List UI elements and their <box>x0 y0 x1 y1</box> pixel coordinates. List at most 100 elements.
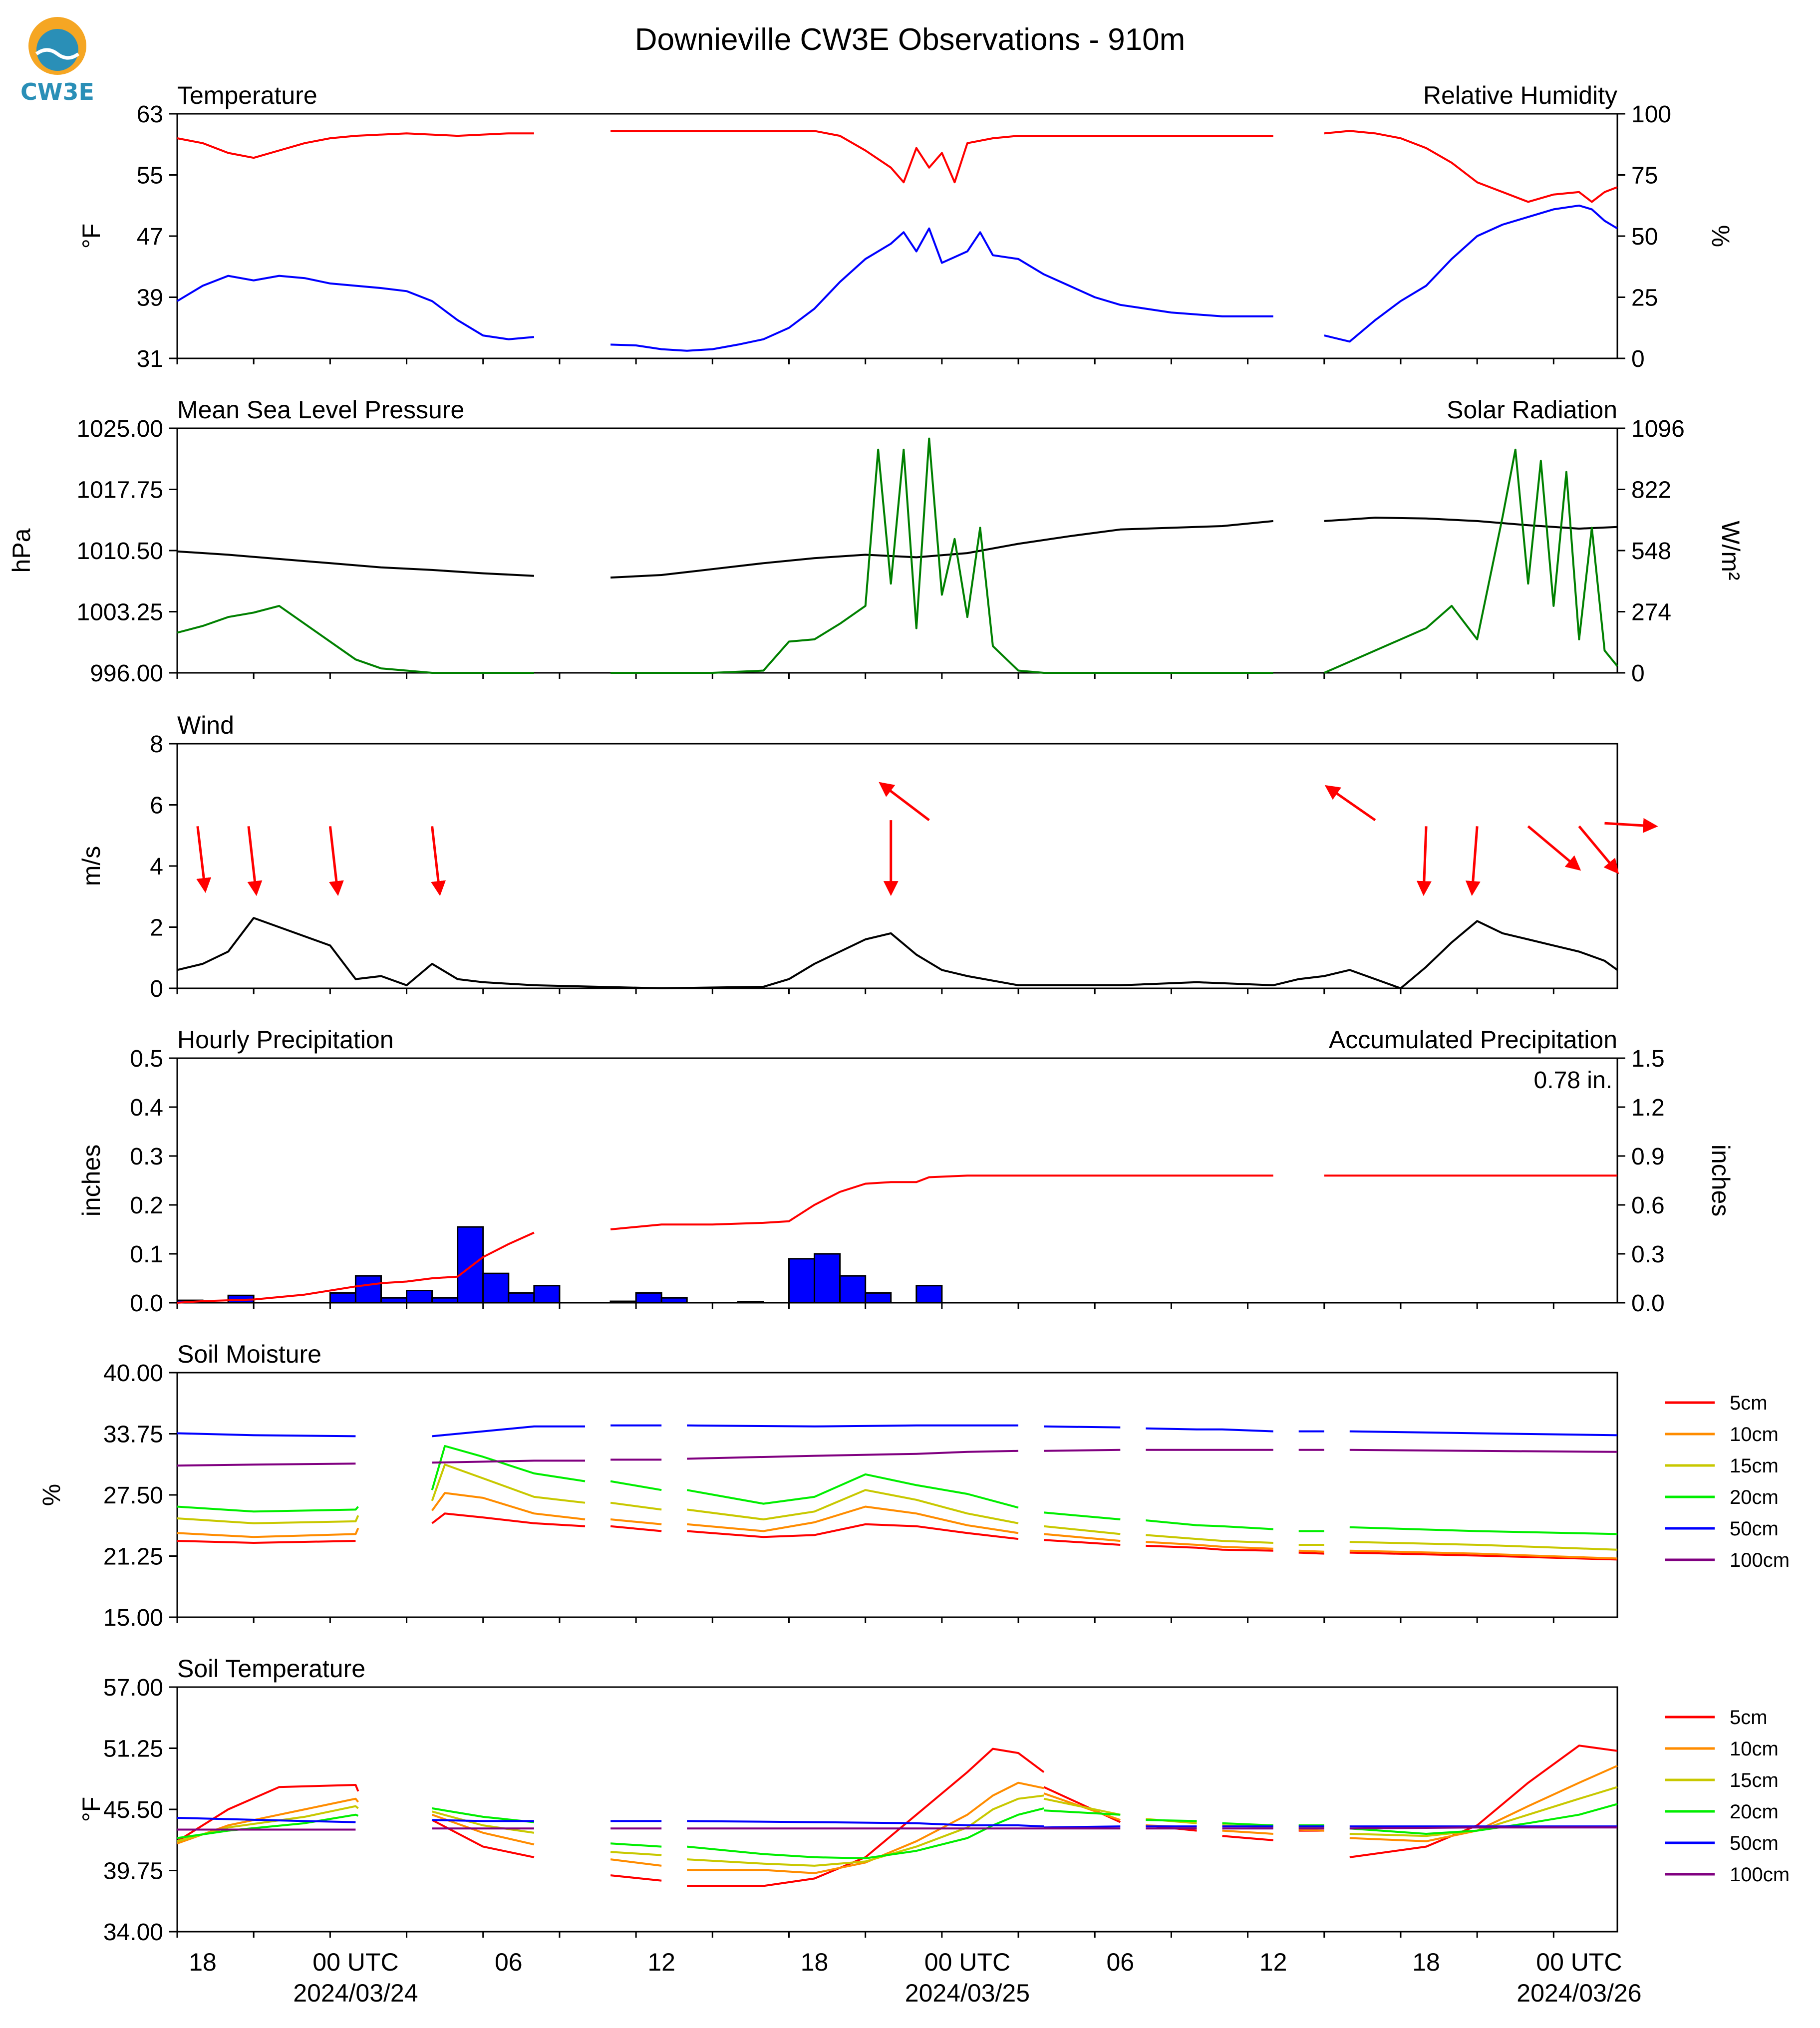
series-line-50cm <box>1044 1825 1121 1829</box>
precip-bar <box>814 1253 841 1304</box>
series-line-20cm <box>1146 1519 1273 1530</box>
ytick-label-right: 0 <box>1631 660 1645 687</box>
precip-bar <box>431 1297 459 1304</box>
series-line-20cm <box>1222 1822 1273 1826</box>
legend-label: 100cm <box>1730 1864 1790 1886</box>
ylabel-left: m/s <box>77 846 105 886</box>
xtick-label: 12 <box>647 1948 675 1976</box>
ytick-label-left: 33.75 <box>103 1422 163 1448</box>
ylabel-right: % <box>1707 225 1735 247</box>
series-line-0 <box>177 1231 535 1304</box>
wind-arrow <box>1324 785 1376 822</box>
series-line-1 <box>177 132 534 159</box>
series-line-5cm <box>1349 1744 1618 1858</box>
ytick-label-left: 39.75 <box>103 1858 163 1885</box>
wind-arrow <box>431 826 446 896</box>
legend-label: 5cm <box>1730 1707 1768 1729</box>
series-line-0 <box>1324 517 1618 530</box>
figure-title: Downieville CW3E Observations - 910m <box>635 22 1186 57</box>
precip-bar <box>406 1290 433 1304</box>
ytick-label-left: 1010.50 <box>76 538 163 565</box>
ylabel-left: inches <box>77 1145 105 1217</box>
series-line-50cm <box>177 1432 356 1438</box>
panel-title-left: Soil Temperature <box>177 1655 365 1683</box>
series-line-20cm <box>1146 1819 1197 1822</box>
series-line-50cm <box>1044 1425 1121 1429</box>
series-line-20cm <box>686 1473 1019 1509</box>
series-line-20cm <box>1043 1511 1121 1520</box>
series-line-10cm <box>431 1492 586 1520</box>
series-line-1 <box>1323 448 1618 674</box>
series-line-50cm <box>1146 1427 1273 1433</box>
panel-title-left: Wind <box>177 711 234 739</box>
xtick-label: 12 <box>1259 1948 1287 1976</box>
precip-bar <box>660 1297 688 1304</box>
plot-frame <box>176 427 1618 674</box>
series-line-15cm <box>431 1463 586 1504</box>
xtick-label: 00 UTC <box>1536 1948 1622 1976</box>
series-line-50cm <box>432 1425 585 1438</box>
series-line-15cm <box>432 1810 535 1834</box>
precip-bar <box>533 1285 561 1304</box>
series-line-5cm <box>1349 1551 1618 1561</box>
wind-arrow <box>196 826 212 893</box>
series-line-100cm <box>1349 1826 1617 1830</box>
xtick-label: 18 <box>1412 1948 1440 1976</box>
ytick-label-left: 1025.00 <box>76 416 163 442</box>
ytick-label-left: 51.25 <box>103 1736 163 1762</box>
series-line-15cm <box>177 1805 359 1842</box>
series-line-1 <box>1324 130 1618 203</box>
series-line-50cm <box>432 1819 534 1822</box>
ytick-label-right: 0.9 <box>1631 1144 1665 1170</box>
legend-label: 10cm <box>1730 1738 1779 1760</box>
ytick-label-left: 27.50 <box>103 1482 163 1509</box>
ytick-label-left: 40.00 <box>103 1360 163 1387</box>
legend-label: 10cm <box>1730 1424 1779 1446</box>
series-line-10cm <box>687 1505 1019 1534</box>
ytick-label-left: 1017.75 <box>76 477 163 504</box>
series-line-15cm <box>1349 1541 1618 1551</box>
panel-title-left: Mean Sea Level Pressure <box>177 396 464 424</box>
legend-label: 20cm <box>1730 1486 1779 1508</box>
ytick-label-right: 0.3 <box>1631 1241 1665 1268</box>
wind-arrow <box>1465 826 1481 896</box>
series-line-1 <box>610 437 1273 674</box>
precip-bar <box>609 1300 637 1304</box>
ytick-label-left: 0 <box>150 976 163 1002</box>
ytick-label-left: 0.1 <box>130 1241 163 1268</box>
series-line-0 <box>177 550 534 577</box>
ytick-label-right: 75 <box>1631 163 1658 189</box>
cw3e-logo: CW3E <box>20 17 94 105</box>
precip-bar <box>508 1292 535 1304</box>
series-line-1 <box>610 130 1273 184</box>
wind-arrow <box>1527 825 1581 871</box>
series-line-5cm <box>1298 1551 1324 1555</box>
ytick-label-right: 548 <box>1631 538 1671 565</box>
xtick-label: 00 UTC <box>924 1948 1010 1976</box>
logo-wave-icon <box>35 48 80 60</box>
plot-frame <box>176 1057 1618 1304</box>
ytick-label-right: 100 <box>1631 101 1671 128</box>
logo-text: CW3E <box>20 78 94 105</box>
ytick-label-left: 21.25 <box>103 1544 163 1570</box>
series-line-100cm <box>1044 1449 1121 1452</box>
ytick-label-right: 0 <box>1631 346 1645 372</box>
precip-bar <box>329 1292 356 1304</box>
series-line-0 <box>610 1174 1273 1230</box>
ytick-label-left: 8 <box>150 731 163 758</box>
series-line-10cm <box>1298 1828 1324 1832</box>
xtick-label: 18 <box>189 1948 217 1976</box>
panel-3: Hourly Precipitation Accumulated Precipit… <box>77 1026 1735 1317</box>
series-line-5cm <box>176 1784 359 1842</box>
plot-frame <box>176 1686 1618 1933</box>
ylabel-left: °F <box>77 224 105 249</box>
ytick-label-left: 0.3 <box>130 1144 163 1170</box>
wind-arrow <box>1604 818 1658 833</box>
xtick-label: 00 UTC <box>312 1948 398 1976</box>
ytick-label-left: 0.2 <box>130 1192 163 1219</box>
ytick-label-left: 47 <box>137 224 163 250</box>
ytick-label-left: 57.00 <box>103 1675 163 1701</box>
series-line-5cm <box>1222 1835 1273 1841</box>
series-line-5cm <box>687 1747 1045 1887</box>
legend-label: 20cm <box>1730 1801 1779 1823</box>
